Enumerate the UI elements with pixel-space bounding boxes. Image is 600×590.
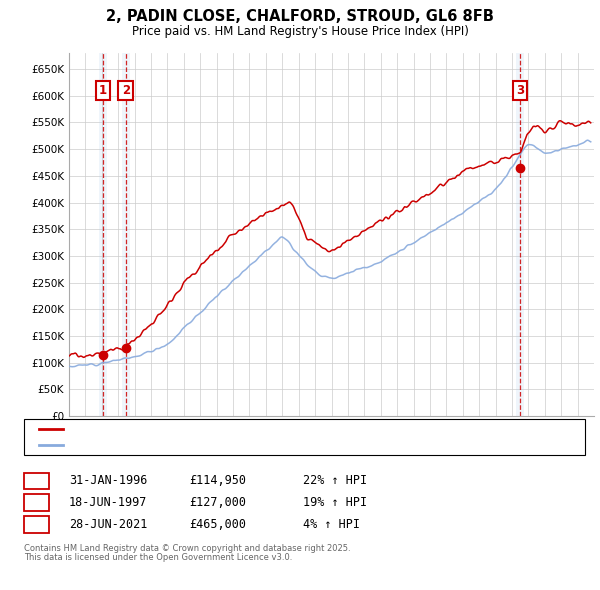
- Text: 3: 3: [32, 518, 41, 531]
- Text: 31-JAN-1996: 31-JAN-1996: [69, 474, 148, 487]
- Text: 4% ↑ HPI: 4% ↑ HPI: [303, 518, 360, 531]
- Text: 2: 2: [32, 496, 41, 509]
- Text: 2: 2: [122, 84, 130, 97]
- Text: 19% ↑ HPI: 19% ↑ HPI: [303, 496, 367, 509]
- Text: 1: 1: [32, 474, 41, 487]
- Bar: [122, 53, 130, 416]
- Text: £127,000: £127,000: [189, 496, 246, 509]
- Text: £465,000: £465,000: [189, 518, 246, 531]
- Text: 2, PADIN CLOSE, CHALFORD, STROUD, GL6 8FB: 2, PADIN CLOSE, CHALFORD, STROUD, GL6 8F…: [106, 9, 494, 24]
- Text: 22% ↑ HPI: 22% ↑ HPI: [303, 474, 367, 487]
- Text: 18-JUN-1997: 18-JUN-1997: [69, 496, 148, 509]
- Text: Contains HM Land Registry data © Crown copyright and database right 2025.: Contains HM Land Registry data © Crown c…: [24, 544, 350, 553]
- Text: HPI: Average price, detached house, Stroud: HPI: Average price, detached house, Stro…: [69, 440, 296, 450]
- Text: £114,950: £114,950: [189, 474, 246, 487]
- Bar: [516, 53, 524, 416]
- Text: 28-JUN-2021: 28-JUN-2021: [69, 518, 148, 531]
- Text: This data is licensed under the Open Government Licence v3.0.: This data is licensed under the Open Gov…: [24, 553, 292, 562]
- Text: 1: 1: [99, 84, 107, 97]
- Text: 2, PADIN CLOSE, CHALFORD, STROUD, GL6 8FB (detached house): 2, PADIN CLOSE, CHALFORD, STROUD, GL6 8F…: [69, 424, 410, 434]
- Text: Price paid vs. HM Land Registry's House Price Index (HPI): Price paid vs. HM Land Registry's House …: [131, 25, 469, 38]
- Text: 3: 3: [516, 84, 524, 97]
- Bar: [99, 53, 107, 416]
